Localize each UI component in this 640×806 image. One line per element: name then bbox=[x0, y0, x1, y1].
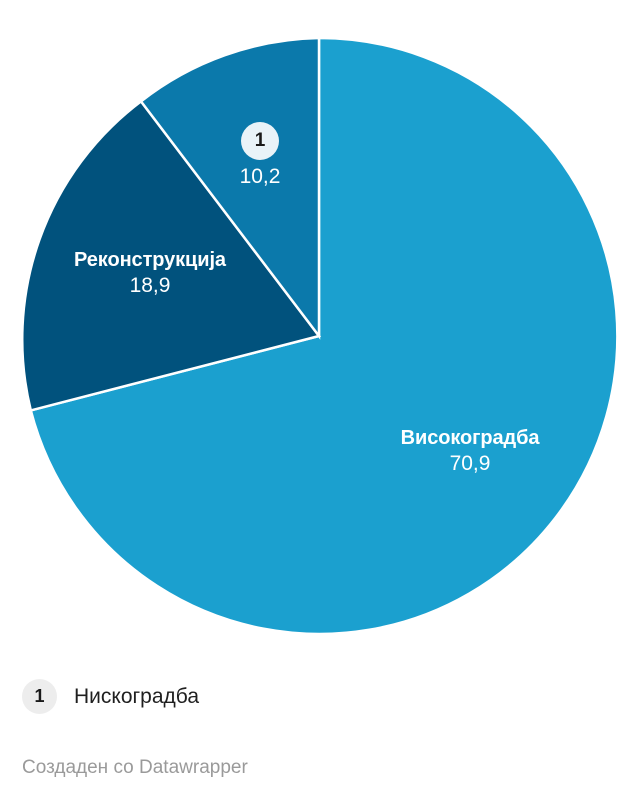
legend: 1 Нискоградба bbox=[22, 679, 199, 714]
pie-slice-rekonstrukcija[interactable] bbox=[20, 99, 322, 412]
legend-badge-1: 1 bbox=[22, 679, 57, 714]
pie-plot-area: Високоградба 70,9 Реконструкција 18,9 1 … bbox=[20, 36, 619, 636]
pie-svg bbox=[20, 36, 619, 636]
pie-slice-visokogradba[interactable] bbox=[29, 36, 619, 636]
pie-slice-niskogradba[interactable] bbox=[139, 36, 321, 340]
legend-item-label-niskogradba: Нискоградба bbox=[74, 684, 199, 708]
footer-credit[interactable]: Создаден со Datawrapper bbox=[22, 757, 248, 778]
